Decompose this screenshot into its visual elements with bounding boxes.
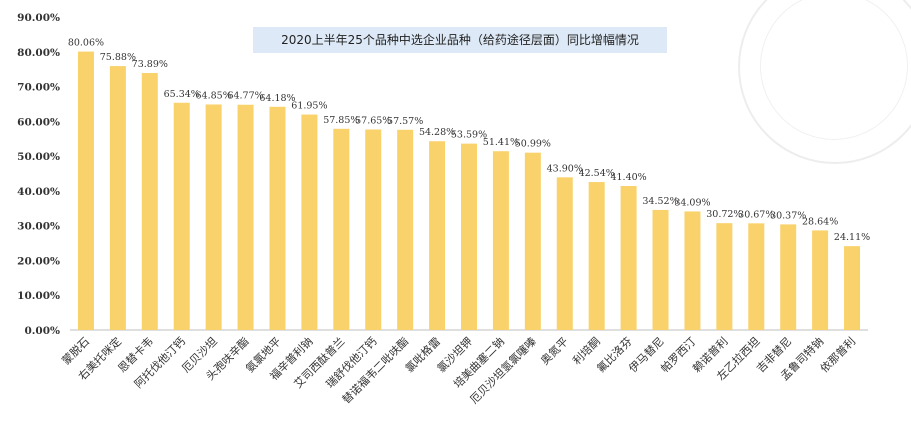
bar <box>429 141 446 330</box>
data-label: 30.72% <box>706 209 742 220</box>
data-label: 57.57% <box>387 116 423 127</box>
bar <box>620 186 637 330</box>
data-label: 50.99% <box>515 139 551 150</box>
bar <box>301 114 318 330</box>
data-label: 54.28% <box>419 127 455 138</box>
y-tick-label: 0.00% <box>24 325 60 337</box>
x-axis-labels: 蒙脱石右美托咪定恩替卡韦阿托伐他汀钙厄贝沙坦头孢呋辛酯氨氯地平福辛普利钠艾司西酞… <box>59 334 858 406</box>
data-label: 30.67% <box>738 209 774 220</box>
y-tick-label: 10.00% <box>17 290 60 302</box>
bar <box>269 106 286 330</box>
bar <box>173 102 190 331</box>
data-label: 43.90% <box>547 163 583 174</box>
data-label: 73.89% <box>132 59 168 70</box>
data-label: 42.54% <box>579 168 615 179</box>
chart-title: 2020上半年25个品种中选企业品种（给药途径层面）同比增幅情况 <box>253 27 667 53</box>
x-tick-label: 依那普利 <box>817 334 858 375</box>
bar-series <box>77 51 861 331</box>
y-tick-label: 60.00% <box>17 116 60 128</box>
watermark-seal-inner-ring <box>760 0 908 140</box>
bar <box>77 51 94 330</box>
data-label: 64.77% <box>227 91 263 102</box>
data-label: 30.37% <box>770 210 806 221</box>
bar <box>524 152 541 330</box>
watermark-seal <box>738 0 911 164</box>
data-label: 64.18% <box>259 93 295 104</box>
bar <box>365 129 382 330</box>
bar <box>205 104 222 330</box>
data-label: 65.34% <box>164 89 200 100</box>
x-tick-label: 奥氮平 <box>538 334 571 367</box>
bar <box>812 230 829 330</box>
bar <box>109 66 126 330</box>
data-label: 51.41% <box>483 137 519 148</box>
bar <box>716 223 733 330</box>
y-tick-label: 90.00% <box>17 12 60 24</box>
y-axis-ticks: 0.00% 10.00% 20.00% 30.00% 40.00% 50.00% 60.00… <box>17 12 60 337</box>
data-label: 34.52% <box>642 196 678 207</box>
bar <box>461 143 477 330</box>
data-labels: 80.06% 75.88%73.89% 65.34%64.85%64.77%64.1… <box>68 38 870 244</box>
y-tick-label: 50.00% <box>17 151 60 163</box>
data-label: 75.88% <box>100 52 136 63</box>
data-label: 57.65% <box>355 116 391 127</box>
bar <box>556 177 573 330</box>
y-tick-label: 40.00% <box>17 186 60 198</box>
bar <box>748 223 765 330</box>
bar <box>237 104 254 331</box>
y-tick-label: 80.00% <box>17 47 60 59</box>
data-label: 64.85% <box>196 90 232 101</box>
data-label: 24.11% <box>834 232 870 243</box>
y-tick-label: 30.00% <box>17 221 60 233</box>
bar <box>397 129 414 330</box>
bar <box>780 224 797 330</box>
bar <box>684 211 701 330</box>
data-label: 53.59% <box>451 130 487 141</box>
bar <box>141 73 158 330</box>
bar <box>652 209 669 330</box>
data-label: 61.95% <box>291 101 327 112</box>
data-label: 41.40% <box>610 172 646 183</box>
bar <box>844 246 861 330</box>
y-tick-label: 70.00% <box>17 82 60 94</box>
y-tick-label: 20.00% <box>17 255 60 267</box>
data-label: 80.06% <box>68 38 104 49</box>
data-label: 28.64% <box>802 216 838 227</box>
bar <box>492 151 509 330</box>
data-label: 57.85% <box>323 115 359 126</box>
bar <box>333 128 350 330</box>
bar <box>588 182 605 330</box>
data-label: 34.09% <box>674 197 710 208</box>
